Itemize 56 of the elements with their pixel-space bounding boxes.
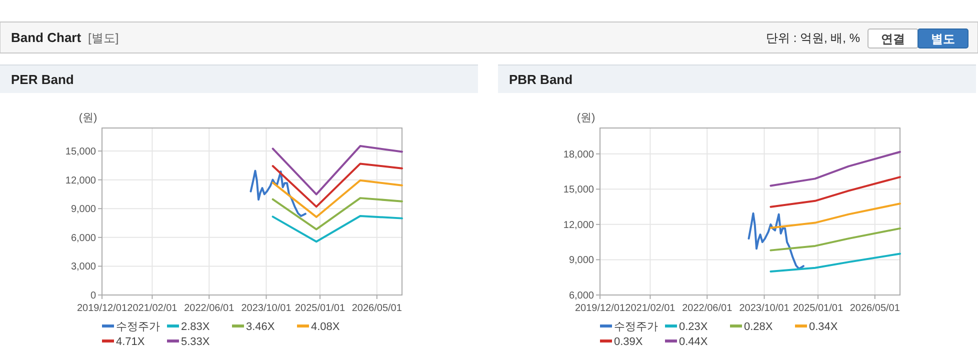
legend-label: 0.39X <box>614 336 644 348</box>
line-series <box>272 197 403 230</box>
y-tick-label: 12,000 <box>65 175 96 186</box>
line-series <box>770 176 901 208</box>
x-tick-label: 2021/02/01 <box>127 303 178 314</box>
legend-label: 0.23X <box>679 321 708 333</box>
line-series <box>748 212 804 270</box>
text: 연결 <box>881 32 905 46</box>
y-tick-label: 9,000 <box>568 255 594 266</box>
x-tick-label: 2019/12/01 <box>574 303 626 314</box>
legend-label: 수정주가 <box>116 321 160 333</box>
legend-label: 0.28X <box>744 321 774 333</box>
legend-label: 4.08X <box>311 321 340 333</box>
legend-label: 0.34X <box>809 321 838 333</box>
y-axis-title: (원) <box>576 112 596 124</box>
y-tick-label: 15,000 <box>563 184 594 196</box>
line-series <box>250 170 306 218</box>
y-tick-label: 9,000 <box>70 204 96 216</box>
line-series <box>770 252 901 272</box>
y-tick-label: 6,000 <box>568 290 594 302</box>
text: 별도 <box>931 32 955 46</box>
x-tick-label: 2025/01/01 <box>294 303 346 314</box>
line-series <box>272 215 403 243</box>
line-series <box>770 202 901 229</box>
y-tick-label: 3,000 <box>70 262 96 273</box>
y-tick-label: 12,000 <box>563 220 594 231</box>
x-tick-label: 2023/10/01 <box>739 303 790 314</box>
y-tick-label: 15,000 <box>65 146 96 158</box>
legend-label: 3.46X <box>246 321 276 333</box>
legend-label: 2.83X <box>181 321 210 333</box>
x-tick-label: 2022/06/01 <box>682 303 733 314</box>
x-tick-label: 2023/10/01 <box>241 303 292 314</box>
y-tick-label: 18,000 <box>563 149 594 160</box>
x-tick-label: 2026/05/01 <box>850 303 900 314</box>
legend-label: 5.33X <box>181 336 210 348</box>
legend-label: 4.71X <box>116 336 146 348</box>
line-series <box>770 150 901 187</box>
legend-label: 0.44X <box>679 336 708 348</box>
y-tick-label: 0 <box>90 290 96 302</box>
text: [별도] <box>88 31 119 45</box>
x-tick-label: 2019/12/01 <box>76 303 128 314</box>
text: Band Chart <box>11 30 82 45</box>
y-tick-label: 6,000 <box>70 232 96 244</box>
x-tick-label: 2026/05/01 <box>352 303 402 314</box>
x-tick-label: 2025/01/01 <box>792 303 844 314</box>
x-tick-label: 2022/06/01 <box>184 303 235 314</box>
legend-label: 수정주가 <box>614 321 658 333</box>
chart-title: PER Band <box>11 72 74 87</box>
chart-title: PBR Band <box>509 72 573 87</box>
x-tick-label: 2021/02/01 <box>625 303 676 314</box>
line-series <box>272 179 403 218</box>
line-series <box>272 162 403 208</box>
line-series <box>272 145 403 196</box>
line-series <box>770 227 901 252</box>
text: 단위 : 억원, 배, % <box>766 31 860 45</box>
y-axis-title: (원) <box>78 112 98 124</box>
